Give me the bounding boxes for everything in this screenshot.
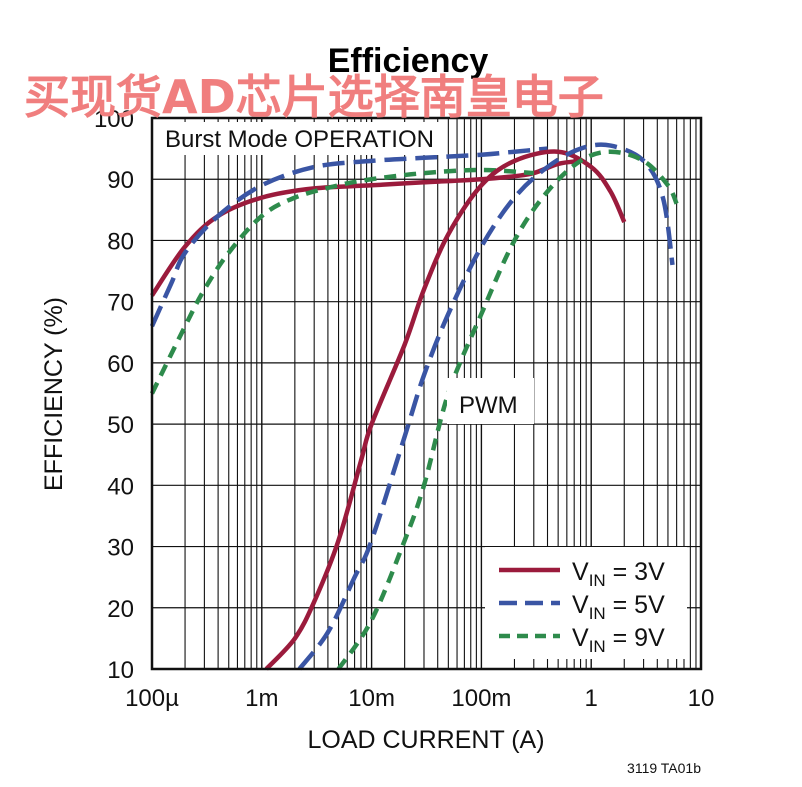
chart-title: Efficiency bbox=[328, 42, 489, 80]
y-tick-label: 80 bbox=[107, 228, 134, 255]
plot-frame bbox=[150, 116, 703, 671]
series-line-5 bbox=[336, 149, 679, 671]
series-line-1 bbox=[149, 146, 548, 328]
y-tick-label: 30 bbox=[107, 535, 134, 562]
legend-label-2: VIN = 9V bbox=[572, 624, 665, 656]
burst-mode-annotation: Burst Mode OPERATION bbox=[158, 122, 445, 155]
legend-label-0: VIN = 3V bbox=[572, 558, 665, 590]
figure-id: 3119 TA01b bbox=[627, 760, 701, 776]
x-tick-labels: 100µ 1m 10m 100m 1 10 bbox=[125, 685, 714, 712]
x-tick-label: 100µ bbox=[125, 685, 179, 712]
series-line-2 bbox=[149, 167, 534, 395]
burst-mode-label-bg bbox=[158, 122, 445, 155]
y-tick-label: 70 bbox=[107, 290, 134, 317]
legend-label-1: VIN = 5V bbox=[572, 591, 665, 623]
x-tick-label: 1m bbox=[245, 685, 278, 712]
x-tick-label: 10 bbox=[688, 685, 715, 712]
series-line-4 bbox=[297, 142, 675, 671]
y-tick-label: 20 bbox=[107, 596, 134, 623]
pwm-label-bg bbox=[447, 378, 534, 424]
x-tick-label: 1 bbox=[585, 685, 598, 712]
pwm-annotation: PWM bbox=[447, 378, 534, 424]
y-tick-label: 50 bbox=[107, 412, 134, 439]
y-tick-labels: 10 20 30 40 50 60 70 80 90 100 bbox=[94, 106, 134, 684]
x-tick-label: 10m bbox=[348, 685, 395, 712]
x-tick-label: 100m bbox=[451, 685, 511, 712]
y-tick-label: 40 bbox=[107, 473, 134, 500]
y-tick-label: 60 bbox=[107, 351, 134, 378]
y-tick-label: 100 bbox=[94, 106, 134, 133]
burst-mode-label: Burst Mode OPERATION bbox=[165, 126, 434, 153]
y-tick-label: 90 bbox=[107, 167, 134, 194]
x-axis-label: LOAD CURRENT (A) bbox=[307, 726, 544, 754]
series-lines bbox=[149, 142, 679, 671]
legend-bg bbox=[485, 547, 687, 659]
watermark-text: 买现货AD芯片选择南皇电子 bbox=[24, 70, 604, 124]
y-tick-label: 10 bbox=[107, 657, 134, 684]
y-axis-label: EFFICIENCY (%) bbox=[40, 297, 68, 491]
pwm-label: PWM bbox=[459, 392, 518, 419]
